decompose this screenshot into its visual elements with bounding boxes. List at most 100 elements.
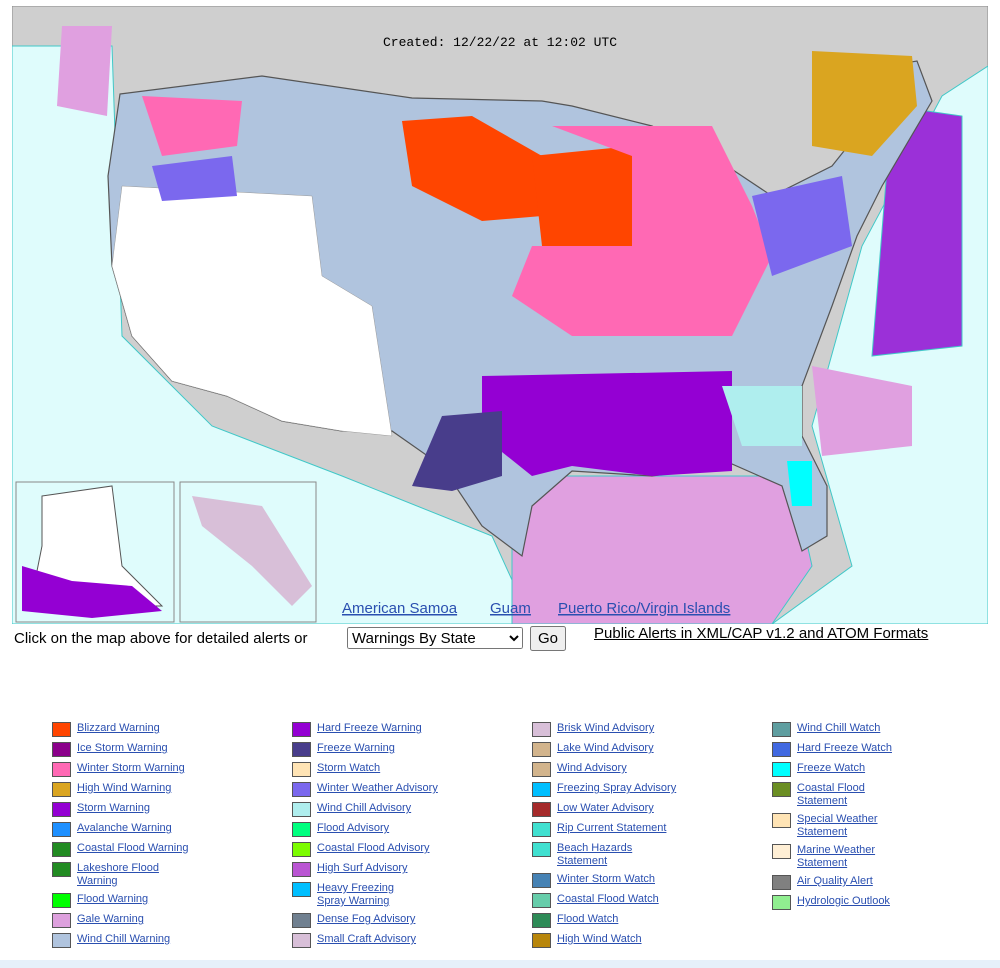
legend-link[interactable]: Wind Chill Advisory <box>317 802 412 814</box>
legend-link[interactable]: Freeze Watch <box>797 762 866 774</box>
winter-storm-northwest <box>142 96 242 156</box>
legend-item: Hydrologic Outlook <box>772 895 972 910</box>
alert-map[interactable]: Created: 12/22/22 at 12:02 UTC American … <box>12 6 988 624</box>
legend-swatch <box>292 762 311 777</box>
legend-link[interactable]: Coastal Flood Warning <box>77 842 189 854</box>
legend-swatch <box>772 844 791 859</box>
legend-item: Winter Storm Warning <box>52 762 252 777</box>
legend-link[interactable]: Rip Current Statement <box>557 822 667 834</box>
prompt: Click on the map above for detailed aler… <box>14 630 308 647</box>
legend-item: Wind Chill Warning <box>52 933 252 948</box>
legend-link[interactable]: Hydrologic Outlook <box>797 895 890 907</box>
legend-swatch <box>52 802 71 817</box>
gulf-waters <box>511 475 813 624</box>
legend-item: Avalanche Warning <box>52 822 252 837</box>
legend-link[interactable]: Hard Freeze Watch <box>797 742 892 754</box>
legend-link[interactable]: Gale Warning <box>77 913 144 925</box>
legend-swatch <box>292 842 311 857</box>
legend-item: Winter Storm Watch <box>532 873 732 888</box>
legend-item: Coastal Flood Advisory <box>292 842 492 857</box>
legend-swatch <box>532 933 551 948</box>
feed-link[interactable]: Public Alerts in XML/CAP v1.2 and ATOM F… <box>594 625 929 642</box>
legend-swatch <box>532 822 551 837</box>
legend-item: Brisk Wind Advisory <box>532 722 732 737</box>
legend-item: Lake Wind Advisory <box>532 742 732 757</box>
legend-link[interactable]: Winter Weather Advisory <box>317 782 438 794</box>
legend-link[interactable]: High Wind Warning <box>77 782 172 794</box>
hard-freeze-south <box>482 371 732 476</box>
legend-link[interactable]: Freezing Spray Advisory <box>557 782 677 794</box>
legend-swatch <box>772 813 791 828</box>
legend-link[interactable]: Flood Watch <box>557 913 619 925</box>
blizzard-plains <box>402 116 542 221</box>
legend-item: Dense Fog Advisory <box>292 913 492 928</box>
legend-swatch <box>52 742 71 757</box>
legend-link[interactable]: Avalanche Warning <box>77 822 172 834</box>
legend-link[interactable]: High Wind Watch <box>557 933 642 945</box>
legend-item: Wind Chill Watch <box>772 722 972 737</box>
legend-link[interactable]: Lake Wind Advisory <box>557 742 654 754</box>
freeze-texas <box>412 411 502 491</box>
legend-item: Storm Watch <box>292 762 492 777</box>
legend-item: High Surf Advisory <box>292 862 492 877</box>
legend-item: Coastal Flood Warning <box>52 842 252 857</box>
legend-item: Blizzard Warning <box>52 722 252 737</box>
legend-link[interactable]: Dense Fog Advisory <box>317 913 416 925</box>
legend-link[interactable]: Low Water Advisory <box>557 802 654 814</box>
legend-link[interactable]: Marine Weather Statement <box>797 844 876 869</box>
legend-swatch <box>52 822 71 837</box>
legend-link[interactable]: Hard Freeze Warning <box>317 722 422 734</box>
legend-link[interactable]: Blizzard Warning <box>77 722 160 734</box>
legend-link[interactable]: Flood Warning <box>77 893 149 905</box>
winter-storm-midwest <box>512 126 772 336</box>
legend-link[interactable]: Wind Chill Watch <box>797 722 881 734</box>
legend-item: Ice Storm Warning <box>52 742 252 757</box>
legend-item: Flood Warning <box>52 893 252 908</box>
legend-swatch <box>52 893 71 908</box>
legend-link[interactable]: Wind Advisory <box>557 762 627 774</box>
legend-item: Gale Warning <box>52 913 252 928</box>
bottom-bar <box>0 960 1000 968</box>
link-american-samoa[interactable]: American Samoa <box>342 600 458 617</box>
legend-item: Beach Hazards Statement <box>532 842 732 868</box>
legend-link[interactable]: Small Craft Advisory <box>317 933 417 945</box>
legend-swatch <box>52 722 71 737</box>
state-select[interactable]: Warnings By State <box>347 627 523 649</box>
link-text[interactable]: Guam <box>490 600 531 617</box>
legend-link[interactable]: Coastal Flood Statement <box>797 782 865 807</box>
go-button[interactable]: Go <box>530 626 567 651</box>
legend-link[interactable]: Ice Storm Warning <box>77 742 168 754</box>
legend-link[interactable]: Flood Advisory <box>317 822 390 834</box>
legend-link[interactable]: Storm Warning <box>77 802 150 814</box>
legend-link[interactable]: Coastal Flood Advisory <box>317 842 430 854</box>
legend-link[interactable]: Storm Watch <box>317 762 381 774</box>
legend-swatch <box>52 913 71 928</box>
legend-item: Freeze Warning <box>292 742 492 757</box>
legend-link[interactable]: Coastal Flood Watch <box>557 893 659 905</box>
legend-item: Heavy Freezing Spray Warning <box>292 882 492 908</box>
legend-column: Brisk Wind Advisory Lake Wind Advisory Win… <box>532 722 732 948</box>
legend-link[interactable]: Special Weather Statement <box>797 813 878 838</box>
legend-link[interactable]: Wind Chill Warning <box>77 933 171 945</box>
legend-link[interactable]: High Surf Advisory <box>317 862 408 874</box>
legend-link[interactable]: Brisk Wind Advisory <box>557 722 655 734</box>
legend-link[interactable]: Lakeshore Flood Warning <box>77 862 159 887</box>
link-text[interactable]: American Samoa <box>342 600 458 617</box>
legend-swatch <box>292 802 311 817</box>
legend-swatch <box>532 913 551 928</box>
link-text[interactable]: Puerto Rico/Virgin Islands <box>558 600 730 617</box>
legend-link[interactable]: Winter Storm Watch <box>557 873 655 885</box>
legend-link[interactable]: Heavy Freezing Spray Warning <box>317 882 395 907</box>
legend-link[interactable]: Freeze Warning <box>317 742 395 754</box>
atlantic-gale-zone <box>812 366 912 456</box>
legend-item: High Wind Watch <box>532 933 732 948</box>
link-puerto-rico[interactable]: Puerto Rico/Virgin Islands <box>558 600 730 617</box>
link-guam[interactable]: Guam <box>490 600 531 617</box>
legend-link[interactable]: Air Quality Alert <box>797 875 873 887</box>
legend-swatch <box>772 762 791 777</box>
legend-swatch <box>532 842 551 857</box>
legend-swatch <box>772 875 791 890</box>
legend-link[interactable]: Winter Storm Warning <box>77 762 185 774</box>
legend-column: Blizzard Warning Ice Storm Warning Winter … <box>52 722 252 948</box>
legend-link[interactable]: Beach Hazards Statement <box>557 842 633 867</box>
